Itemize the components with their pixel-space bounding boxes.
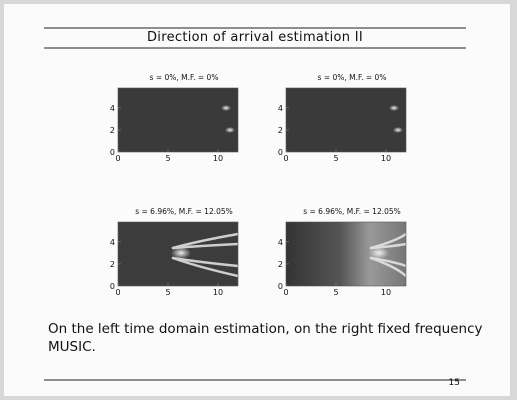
streaks <box>171 232 240 278</box>
x-tick-label: 10 <box>381 288 391 297</box>
y-tick-label: 4 <box>110 238 115 247</box>
x-tick-label: 0 <box>283 154 288 163</box>
x-tick-label: 5 <box>165 154 170 163</box>
slide-title: Direction of arrival estimation II <box>147 30 363 45</box>
y-tick-label: 2 <box>278 126 283 135</box>
x-tick-label: 5 <box>333 154 338 163</box>
x-tick-label: 0 <box>115 154 120 163</box>
glow <box>171 247 191 259</box>
x-tick-label: 10 <box>213 154 223 163</box>
y-tick-label: 4 <box>110 104 115 113</box>
peak <box>221 105 231 111</box>
y-tick-label: 4 <box>278 238 283 247</box>
panel-title: s = 0%, M.F. = 0% <box>150 73 219 82</box>
panel-title: s = 0%, M.F. = 0% <box>318 73 387 82</box>
y-tick-label: 0 <box>278 148 283 157</box>
peak <box>393 127 403 133</box>
plot-frame <box>117 87 239 153</box>
peak <box>225 127 235 133</box>
slide: Direction of arrival estimation II 15 s … <box>4 4 510 396</box>
y-tick-label: 0 <box>278 282 283 291</box>
y-tick-label: 2 <box>110 126 115 135</box>
plot-frame <box>117 221 239 287</box>
y-tick-label: 2 <box>110 260 115 269</box>
page-number: 15 <box>449 378 460 388</box>
plot-frame <box>285 87 407 153</box>
x-tick-label: 0 <box>283 288 288 297</box>
panel-title: s = 6.96%, M.F. = 12.05% <box>135 207 233 216</box>
slide-canvas: Direction of arrival estimation II 15 s … <box>44 27 466 388</box>
x-tick-label: 10 <box>213 288 223 297</box>
heatmap <box>118 88 238 152</box>
x-tick-label: 5 <box>165 288 170 297</box>
y-tick-label: 0 <box>110 282 115 291</box>
glow <box>369 247 389 259</box>
x-tick-label: 0 <box>115 288 120 297</box>
heatmap <box>286 88 406 152</box>
x-tick-label: 5 <box>333 288 338 297</box>
caption: On the left time domain estimation, on t… <box>48 321 483 355</box>
streak <box>171 256 240 278</box>
plot-frame <box>285 221 407 287</box>
peak <box>389 105 399 111</box>
y-tick-label: 4 <box>278 104 283 113</box>
streak <box>369 256 408 278</box>
x-tick-label: 10 <box>381 154 391 163</box>
y-tick-label: 2 <box>278 260 283 269</box>
y-tick-label: 0 <box>110 148 115 157</box>
panel-title: s = 6.96%, M.F. = 12.05% <box>303 207 401 216</box>
